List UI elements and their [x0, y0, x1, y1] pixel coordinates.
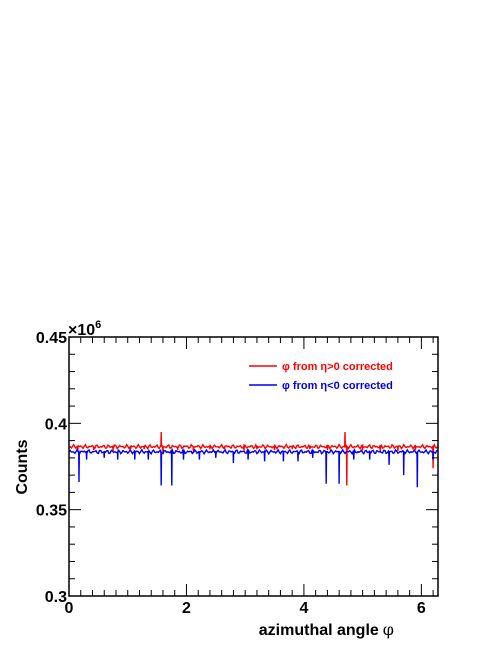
x-tick-label: 2 [182, 600, 191, 617]
x-axis-title-symbol: φ [383, 620, 394, 639]
y-axis-title: Counts [14, 439, 31, 494]
y-tick-label: 0.35 [36, 503, 67, 520]
x-tick-label: 6 [417, 600, 426, 617]
x-axis-title-text: azimuthal angle [259, 622, 379, 639]
legend-label-eta-negative: φ from η<0 corrected [282, 380, 393, 392]
y-tick-label: 0.45 [36, 330, 67, 347]
legend-label-eta-positive: φ from η>0 corrected [282, 361, 393, 373]
y-tick-label: 0.4 [45, 416, 67, 433]
y-tick-label: 0.3 [45, 589, 67, 606]
x-tick-label: 4 [299, 600, 308, 617]
x-axis-title: azimuthal angle φ [259, 620, 394, 639]
